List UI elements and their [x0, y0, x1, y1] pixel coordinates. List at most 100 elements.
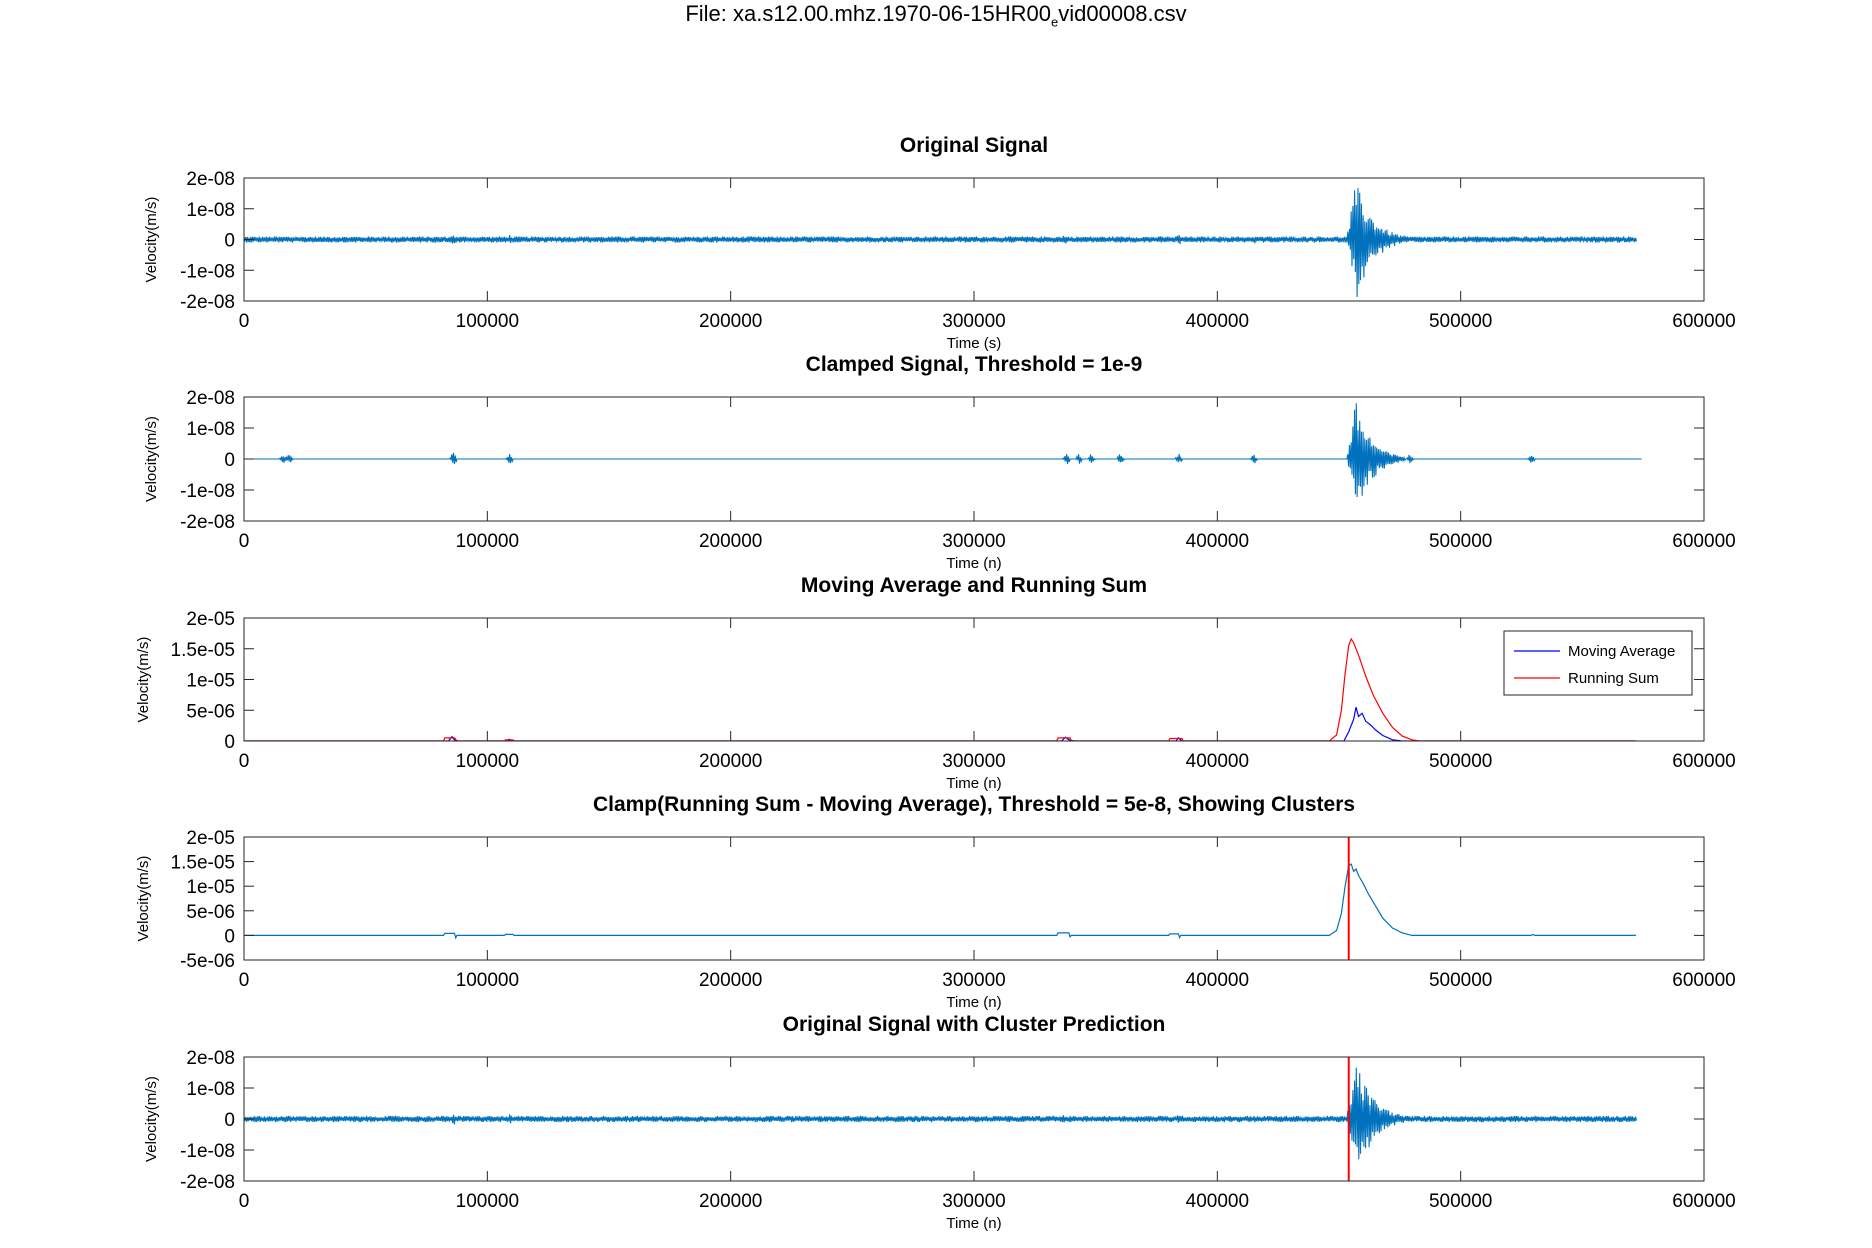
plot-data	[244, 403, 1642, 498]
x-tick-label: 200000	[699, 311, 762, 332]
y-tick-label: 1e-08	[186, 419, 235, 440]
x-tick-label: 300000	[942, 1191, 1005, 1212]
y-tick-label: 1e-05	[186, 671, 235, 692]
y-tick-label: -2e-08	[180, 512, 235, 533]
subplot-title: Clamp(Running Sum - Moving Average), Thr…	[593, 793, 1355, 816]
y-tick-label: 2e-08	[186, 388, 235, 409]
x-tick-label: 200000	[699, 531, 762, 552]
legend: Moving Average Running Sum	[1503, 630, 1693, 696]
x-tick-label: 100000	[456, 970, 519, 991]
x-axis-label: Time (n)	[946, 555, 1001, 572]
y-tick-label: 2e-08	[186, 1048, 235, 1069]
x-tick-label: 100000	[456, 311, 519, 332]
y-tick-label: 1.5e-05	[171, 640, 235, 661]
x-tick-label: 500000	[1429, 751, 1492, 772]
y-axis-label: Velocity(m/s)	[135, 856, 152, 942]
signal-line	[244, 188, 1638, 298]
x-tick-label: 400000	[1186, 751, 1249, 772]
y-tick-label: -5e-06	[180, 951, 235, 972]
figure-title-prefix: File: xa.s12.00.mhz.1970-06-15HR00	[685, 1, 1051, 26]
series-line-1	[244, 863, 1636, 940]
subplot-title: Original Signal with Cluster Prediction	[783, 1013, 1166, 1036]
x-tick-label: 600000	[1672, 751, 1735, 772]
subplot-1: Original Signal 0 100000 200000 300000 400000…	[143, 134, 1736, 352]
y-tick-label: 0	[224, 926, 235, 947]
subplot-3: Moving Average and Running Sum 0 100000 200…	[135, 574, 1736, 792]
x-tick-label: 500000	[1429, 970, 1492, 991]
subplot-title: Moving Average and Running Sum	[801, 574, 1147, 597]
x-tick-label: 0	[239, 970, 250, 991]
x-tick-label: 400000	[1186, 311, 1249, 332]
legend-label-2: Running Sum	[1568, 670, 1659, 687]
y-tick-label: 1e-08	[186, 1079, 235, 1100]
series-line-2	[244, 637, 1636, 741]
figure-title-suffix: vid00008.csv	[1058, 1, 1187, 26]
axes-box	[243, 836, 1705, 961]
series-line-1	[244, 707, 1636, 741]
x-axis-label: Time (n)	[946, 1215, 1001, 1232]
y-tick-label: 5e-06	[186, 701, 235, 722]
y-tick-label: -2e-08	[180, 292, 235, 313]
plot-data	[244, 188, 1638, 298]
x-tick-label: 600000	[1672, 531, 1735, 552]
x-tick-label: 0	[239, 751, 250, 772]
legend-box	[1503, 630, 1693, 696]
y-tick-label: 0	[224, 450, 235, 471]
y-tick-label: 2e-08	[186, 169, 235, 190]
x-tick-label: 500000	[1429, 1191, 1492, 1212]
y-tick-label: 1e-08	[186, 200, 235, 221]
x-tick-label: 100000	[456, 531, 519, 552]
x-axis-label: Time (n)	[946, 994, 1001, 1011]
x-tick-label: 0	[239, 311, 250, 332]
figure-title-subscript: e	[1051, 14, 1059, 30]
y-tick-label: -1e-08	[180, 481, 235, 502]
y-tick-label: 2e-05	[186, 609, 235, 630]
x-tick-label: 100000	[456, 1191, 519, 1212]
subplot-title: Original Signal	[900, 134, 1048, 157]
x-axis-label: Time (n)	[946, 775, 1001, 792]
subplot-5: Original Signal with Cluster Prediction 0…	[143, 1013, 1736, 1232]
x-tick-label: 100000	[456, 751, 519, 772]
y-axis-label: Velocity(m/s)	[143, 416, 160, 502]
plot-data	[244, 837, 1636, 960]
plot-data	[244, 1057, 1638, 1181]
y-tick-label: -2e-08	[180, 1172, 235, 1193]
y-axis-label: Velocity(m/s)	[143, 1076, 160, 1162]
x-tick-label: 600000	[1672, 1191, 1735, 1212]
x-tick-label: 600000	[1672, 970, 1735, 991]
x-tick-label: 200000	[699, 970, 762, 991]
y-axis-label: Velocity(m/s)	[143, 197, 160, 283]
subplot-title: Clamped Signal, Threshold = 1e-9	[806, 353, 1143, 376]
x-tick-label: 0	[239, 1191, 250, 1212]
x-axis-label: Time (s)	[947, 335, 1001, 352]
signal-line	[244, 1067, 1638, 1160]
y-tick-label: 5e-06	[186, 902, 235, 923]
figure-title: File: xa.s12.00.mhz.1970-06-15HR00evid00…	[0, 0, 1872, 36]
x-tick-label: 200000	[699, 1191, 762, 1212]
x-tick-label: 0	[239, 531, 250, 552]
x-tick-label: 300000	[942, 751, 1005, 772]
y-tick-label: -1e-08	[180, 1141, 235, 1162]
plot-data	[244, 637, 1636, 741]
x-tick-label: 400000	[1186, 1191, 1249, 1212]
x-tick-label: 600000	[1672, 311, 1735, 332]
x-tick-label: 500000	[1429, 311, 1492, 332]
y-tick-label: 1.5e-05	[171, 853, 235, 874]
legend-label-1: Moving Average	[1568, 643, 1675, 660]
subplot-4: Clamp(Running Sum - Moving Average), Thr…	[135, 793, 1736, 1011]
subplot-2: Clamped Signal, Threshold = 1e-9 0 100000 2…	[143, 353, 1736, 572]
y-tick-label: 0	[224, 732, 235, 753]
y-tick-label: -1e-08	[180, 261, 235, 282]
x-tick-label: 300000	[942, 531, 1005, 552]
x-tick-label: 200000	[699, 751, 762, 772]
axes-box	[243, 617, 1705, 742]
x-tick-label: 300000	[942, 311, 1005, 332]
x-tick-label: 400000	[1186, 970, 1249, 991]
x-tick-label: 400000	[1186, 531, 1249, 552]
y-tick-label: 0	[224, 231, 235, 252]
signal-line	[244, 403, 1642, 498]
y-tick-label: 2e-05	[186, 828, 235, 849]
y-tick-label: 1e-05	[186, 877, 235, 898]
y-axis-label: Velocity(m/s)	[135, 637, 152, 723]
